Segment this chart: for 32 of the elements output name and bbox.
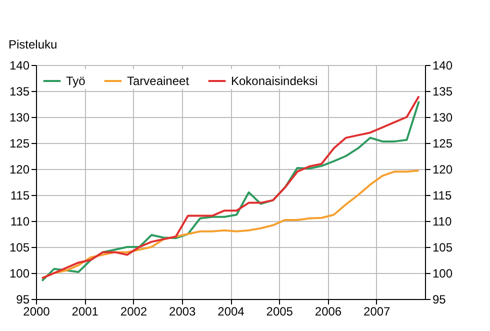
y2-tick-label: 115 [432,188,452,202]
y2-tick-label: 120 [432,162,453,176]
x-tick-label: 2006 [314,304,342,318]
x-tick-label: 2001 [72,304,99,318]
x-tick-label: 2007 [364,304,391,318]
y-tick-label: 120 [9,162,30,176]
y-tick-label: 100 [9,266,30,280]
y-tick-label: 105 [9,240,30,254]
y2-tick-label: 135 [432,84,453,98]
x-tick-label: 2005 [266,304,294,318]
y-tick-label: 115 [10,188,30,202]
legend-label: Työ [66,74,86,88]
y2-tick-label: 110 [432,214,452,228]
y2-tick-label: 125 [432,136,453,150]
y2-tick-label: 105 [432,240,453,254]
y-tick-label: 130 [9,110,30,124]
legend-label: Tarveaineet [127,74,190,88]
x-tick-label: 2003 [169,304,196,318]
y-tick-label: 110 [10,214,30,228]
x-tick-label: 2004 [218,304,245,318]
y2-tick-label: 130 [432,110,453,124]
y-tick-label: 140 [9,58,30,72]
y-tick-label: 135 [9,84,30,98]
y2-tick-label: 95 [432,292,446,306]
legend-label: Kokonaisindeksi [231,74,318,88]
y-tick-label: 95 [16,292,30,306]
y-tick-label: 125 [9,136,30,150]
y2-tick-label: 100 [432,266,453,280]
x-tick-label: 2002 [120,304,148,318]
x-tick-label: 2000 [23,304,50,318]
y-axis-title: Pisteluku [8,38,58,52]
y2-tick-label: 140 [432,58,453,72]
